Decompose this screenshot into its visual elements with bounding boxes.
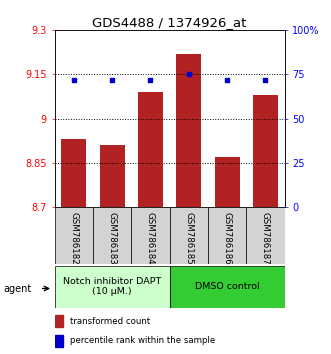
Bar <box>253 95 278 207</box>
Bar <box>55 335 63 347</box>
Text: Notch inhibitor DAPT
(10 μM.): Notch inhibitor DAPT (10 μM.) <box>63 277 161 296</box>
Text: GSM786187: GSM786187 <box>261 212 270 264</box>
Text: DMSO control: DMSO control <box>195 282 260 291</box>
Bar <box>93 207 131 264</box>
Text: agent: agent <box>3 284 31 293</box>
Point <box>110 78 115 83</box>
Text: percentile rank within the sample: percentile rank within the sample <box>70 336 215 345</box>
Bar <box>138 92 163 207</box>
Bar <box>169 266 285 308</box>
Point <box>224 78 230 83</box>
Bar <box>169 207 208 264</box>
Point <box>263 78 268 83</box>
Point <box>71 78 76 83</box>
Bar <box>100 145 124 207</box>
Text: GSM786185: GSM786185 <box>184 212 193 264</box>
Bar <box>55 266 169 308</box>
Text: GSM786182: GSM786182 <box>69 212 78 264</box>
Point <box>186 72 191 77</box>
Bar <box>246 207 285 264</box>
Bar <box>131 207 169 264</box>
Title: GDS4488 / 1374926_at: GDS4488 / 1374926_at <box>92 16 247 29</box>
Text: transformed count: transformed count <box>70 317 151 326</box>
Bar <box>208 207 246 264</box>
Bar <box>61 139 86 207</box>
Text: GSM786183: GSM786183 <box>108 212 117 264</box>
Bar <box>55 207 93 264</box>
Bar <box>55 315 63 327</box>
Bar <box>176 54 201 207</box>
Bar <box>215 157 240 207</box>
Text: GSM786186: GSM786186 <box>223 212 232 264</box>
Point <box>148 78 153 83</box>
Text: GSM786184: GSM786184 <box>146 212 155 264</box>
